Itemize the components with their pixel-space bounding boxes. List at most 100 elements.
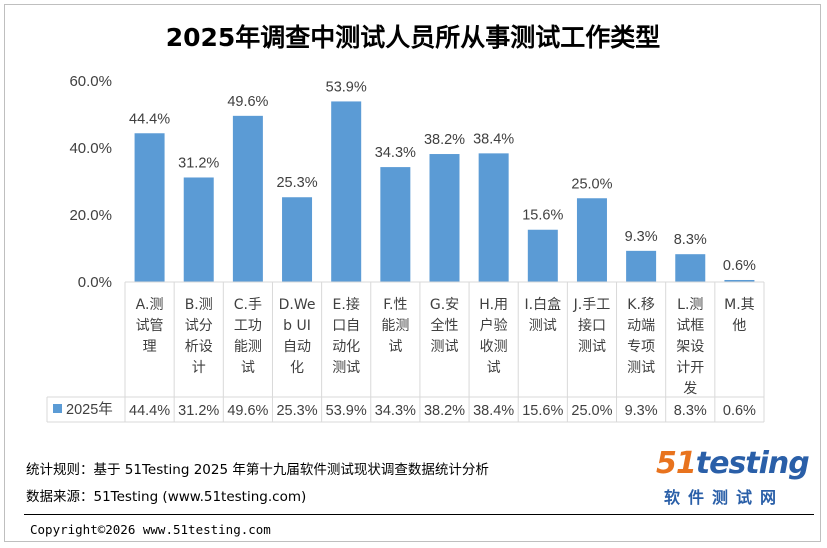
- data-label: 15.6%: [522, 208, 563, 224]
- data-label: 49.6%: [227, 94, 268, 110]
- logo-testing: testing: [695, 446, 810, 481]
- table-value: 8.3%: [674, 403, 707, 419]
- bar: [724, 279, 755, 282]
- category-label-line: 化: [290, 360, 304, 376]
- category-label-line: 架设: [676, 339, 704, 355]
- category-label-line: H.用: [479, 297, 508, 313]
- category-label: I.白盒测试: [525, 296, 562, 334]
- category-label-line: 工功: [234, 318, 262, 334]
- y-tick-label: 40.0%: [69, 140, 112, 157]
- bar: [331, 101, 362, 282]
- category-label-line: 测试: [627, 360, 655, 376]
- category-label-line: M.其: [724, 297, 755, 313]
- table-value: 34.3%: [375, 403, 416, 419]
- category-label: K.移动端专项测试: [627, 297, 655, 376]
- bar: [282, 197, 313, 282]
- category-label-line: J.手工: [573, 297, 611, 313]
- data-label: 9.3%: [625, 229, 658, 245]
- chart-title: 2025年调查中测试人员所从事测试工作类型: [166, 23, 661, 52]
- bar: [527, 229, 558, 282]
- category-label: E.接口自动化测试: [332, 296, 360, 376]
- category-label-line: D.We: [279, 297, 316, 313]
- table-value: 44.4%: [129, 403, 170, 419]
- category-label-line: A.测: [136, 297, 164, 313]
- category-label: L.测试框架设计开发: [676, 297, 704, 397]
- category-label-line: 能测: [234, 339, 262, 355]
- category-label-line: 测试: [529, 318, 557, 334]
- data-label: 0.6%: [723, 258, 756, 274]
- category-label-line: 析设: [185, 339, 213, 355]
- category-label-line: 发: [683, 381, 697, 397]
- table-value: 49.6%: [227, 403, 268, 419]
- table-value: 0.6%: [723, 403, 756, 419]
- logo-wordmark: 51testing: [656, 446, 810, 481]
- chart-frame: [4, 4, 821, 542]
- data-source-note: 数据来源：51Testing (www.51testing.com): [26, 489, 307, 505]
- category-label: M.其他: [724, 297, 755, 334]
- category-label-line: b UI: [283, 318, 311, 334]
- bar: [183, 177, 214, 282]
- category-label: J.手工接口测试: [573, 297, 611, 355]
- category-label-line: 收测: [480, 339, 508, 355]
- legend-series-name: 2025年: [66, 401, 113, 418]
- category-label-line: E.接: [333, 296, 360, 313]
- data-label: 31.2%: [178, 155, 219, 171]
- table-value: 38.4%: [473, 403, 514, 419]
- logo-subtitle: 软件测试网: [664, 488, 785, 507]
- stat-rule-note: 统计规则：基于 51Testing 2025 年第十九届软件测试现状调查数据统计…: [26, 462, 489, 478]
- category-label-line: 户验: [480, 317, 508, 334]
- table-value: 25.0%: [571, 403, 612, 419]
- legend-swatch: [53, 404, 62, 413]
- category-label-line: 自动: [283, 339, 311, 355]
- y-tick-label: 20.0%: [69, 207, 112, 224]
- data-label: 38.2%: [424, 132, 465, 148]
- category-label-line: 试: [388, 339, 402, 355]
- category-label: B.测试分析设计: [185, 297, 213, 376]
- category-label: F.性能测试: [381, 297, 409, 355]
- bar: [134, 133, 165, 282]
- category-label-line: 计开: [676, 360, 704, 376]
- data-label: 25.3%: [276, 175, 317, 191]
- y-tick-label: 0.0%: [78, 274, 112, 291]
- category-label-line: 动端: [627, 318, 655, 334]
- bar: [232, 115, 263, 282]
- category-label-line: 口自: [332, 318, 360, 334]
- category-label-line: L.测: [677, 297, 703, 313]
- data-label: 8.3%: [674, 232, 707, 248]
- category-label-line: 理: [143, 339, 157, 355]
- logo-51: 51: [656, 446, 697, 481]
- footer-divider: [24, 514, 814, 515]
- bar: [478, 153, 509, 282]
- category-label-line: 试分: [185, 318, 213, 334]
- category-label-line: 他: [732, 318, 746, 334]
- table-value: 38.2%: [424, 403, 465, 419]
- category-label: H.用户验收测试: [479, 297, 508, 376]
- category-label: G.安全性测试: [430, 297, 459, 355]
- category-label-line: 测试: [332, 360, 360, 376]
- data-label: 25.0%: [571, 176, 612, 192]
- category-label-line: K.移: [627, 297, 655, 313]
- table-value: 15.6%: [522, 403, 563, 419]
- category-label-line: 全性: [431, 317, 459, 334]
- bar: [576, 198, 607, 282]
- data-label: 53.9%: [326, 79, 367, 95]
- category-label-line: 试: [241, 360, 255, 376]
- category-label-line: 试框: [676, 318, 704, 334]
- bar: [380, 167, 411, 282]
- category-label-line: 试管: [136, 318, 164, 334]
- table-value: 25.3%: [276, 403, 317, 419]
- category-label-line: 接口: [578, 317, 606, 334]
- category-label: C.手工功能测试: [234, 297, 262, 376]
- category-label-line: C.手: [234, 297, 262, 313]
- category-label: D.We b UI 自动化: [279, 297, 316, 376]
- copyright-text: Copyright©2026 www.51testing.com: [30, 522, 271, 537]
- category-label-line: F.性: [383, 297, 407, 313]
- table-value: 31.2%: [178, 403, 219, 419]
- bar: [626, 250, 657, 282]
- category-label-line: G.安: [430, 297, 459, 313]
- bar: [675, 254, 706, 282]
- category-label-line: 测试: [431, 339, 459, 355]
- table-value: 9.3%: [625, 403, 658, 419]
- category-label-line: B.测: [185, 297, 213, 313]
